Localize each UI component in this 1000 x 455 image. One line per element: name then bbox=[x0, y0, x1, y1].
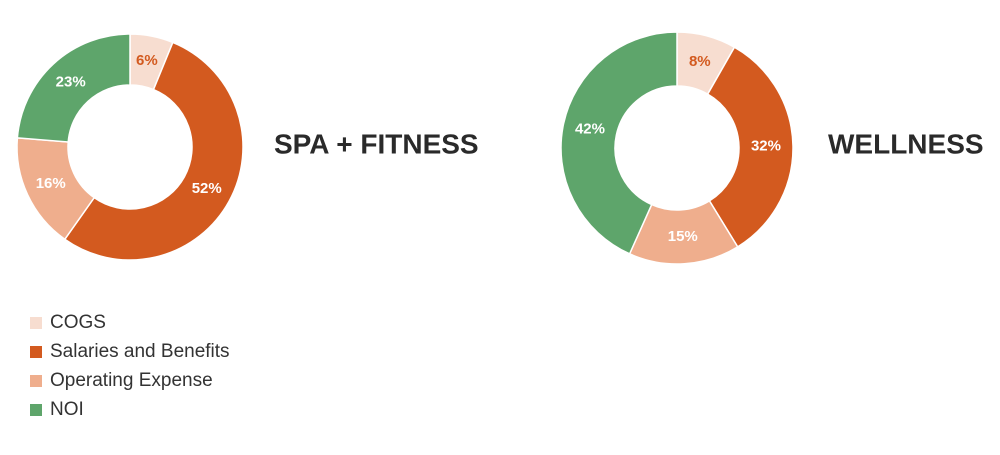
value-label: 6% bbox=[136, 52, 158, 69]
legend-label: Operating Expense bbox=[50, 370, 213, 391]
legend-swatch bbox=[30, 346, 42, 358]
legend-swatch bbox=[30, 375, 42, 387]
legend-label: COGS bbox=[50, 312, 106, 333]
chart-title: SPA + FITNESS bbox=[274, 128, 479, 159]
value-label: 42% bbox=[575, 120, 605, 137]
chart-title: WELLNESS bbox=[828, 128, 984, 159]
value-label: 52% bbox=[192, 180, 222, 197]
value-label: 32% bbox=[751, 138, 781, 155]
value-label: 23% bbox=[56, 74, 86, 91]
donut-slice bbox=[63, 41, 244, 261]
donut-slice bbox=[16, 33, 131, 143]
legend-swatch bbox=[30, 317, 42, 329]
donut-slice bbox=[706, 46, 794, 248]
donut-slice bbox=[560, 31, 678, 255]
value-label: 8% bbox=[689, 53, 711, 70]
value-label: 16% bbox=[36, 175, 66, 192]
legend-swatch bbox=[30, 404, 42, 416]
legend-label: NOI bbox=[50, 399, 84, 420]
value-label: 15% bbox=[668, 228, 698, 245]
legend-label: Salaries and Benefits bbox=[50, 341, 230, 362]
